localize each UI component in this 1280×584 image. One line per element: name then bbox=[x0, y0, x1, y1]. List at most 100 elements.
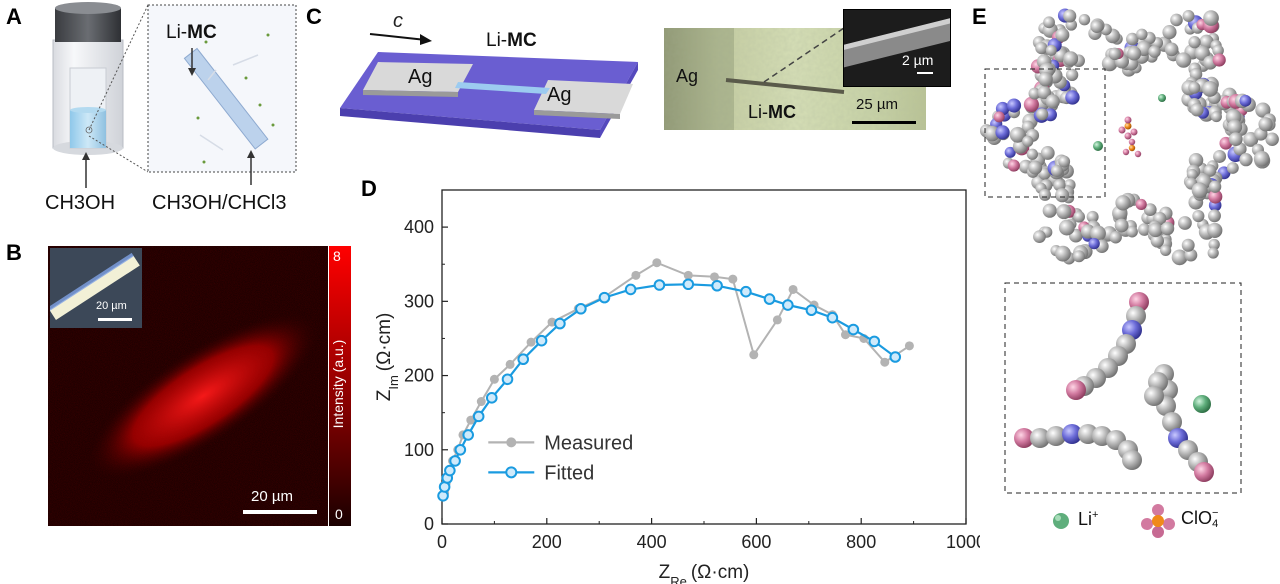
vial-illustration bbox=[52, 2, 124, 155]
data-point-measured bbox=[652, 258, 662, 268]
atom-sphere bbox=[1188, 152, 1204, 168]
atom-sphere bbox=[1226, 162, 1239, 174]
x-tick-label: 200 bbox=[532, 532, 562, 552]
main-scale-bar bbox=[243, 510, 317, 514]
atom-sphere bbox=[1065, 90, 1080, 105]
data-point-fitted bbox=[462, 429, 474, 441]
legend-li-label: Li+ bbox=[1078, 509, 1099, 529]
atom-sphere bbox=[1175, 52, 1192, 68]
atom-sphere bbox=[1150, 234, 1165, 248]
data-point-fitted bbox=[501, 373, 514, 386]
legend-marker-fitted bbox=[505, 466, 518, 479]
data-point-measured bbox=[749, 350, 759, 360]
data-point-fitted bbox=[653, 279, 666, 291]
data-point-fitted bbox=[449, 455, 461, 467]
atom-sphere bbox=[1162, 412, 1182, 432]
atom-sphere bbox=[1227, 119, 1243, 135]
data-point-fitted bbox=[889, 351, 902, 363]
atom-sphere bbox=[1164, 42, 1179, 57]
atom-sphere bbox=[1160, 221, 1175, 236]
atom-sphere bbox=[1038, 188, 1052, 201]
atom-sphere bbox=[1004, 146, 1016, 158]
x-tick-label: 600 bbox=[741, 532, 771, 552]
data-point-measured bbox=[505, 359, 515, 369]
atom-sphere bbox=[1058, 155, 1071, 168]
sem-scale-bar bbox=[917, 72, 933, 74]
atom-sphere bbox=[1050, 164, 1063, 177]
data-point-measured bbox=[840, 330, 850, 340]
atom-sphere bbox=[1028, 160, 1043, 175]
atom-sphere bbox=[1202, 80, 1219, 97]
li-ion-sphere bbox=[1158, 94, 1166, 102]
atom-sphere bbox=[995, 125, 1010, 140]
atom-sphere bbox=[1065, 68, 1079, 82]
micro-li-mc-label: Li-MC bbox=[748, 102, 797, 122]
atom-sphere bbox=[1194, 462, 1214, 482]
device-label: Li-MC bbox=[486, 30, 537, 51]
inset-scale-label: 20 µm bbox=[96, 300, 127, 312]
atom-sphere bbox=[1182, 10, 1195, 22]
atom-sphere bbox=[1181, 238, 1195, 252]
atom-sphere bbox=[1208, 180, 1222, 193]
atom-sphere bbox=[1073, 210, 1085, 223]
atom-sphere bbox=[1036, 108, 1049, 121]
atom-sphere bbox=[1190, 103, 1204, 117]
atom-sphere bbox=[1191, 182, 1208, 199]
perchlorate-sphere bbox=[1122, 148, 1130, 156]
device-schematic bbox=[340, 52, 638, 138]
atom-sphere bbox=[1056, 204, 1072, 220]
atom-sphere bbox=[1239, 153, 1253, 167]
data-point-measured bbox=[904, 341, 914, 351]
legend-clo4-cluster bbox=[1141, 504, 1175, 538]
panel-d-letter: D bbox=[361, 176, 377, 201]
y-tick-label: 0 bbox=[424, 514, 434, 534]
atom-sphere bbox=[1055, 245, 1071, 262]
colorbar-min: 0 bbox=[335, 506, 343, 522]
panel-c-letter: C bbox=[306, 4, 322, 29]
legend-marker-measured bbox=[506, 437, 517, 448]
data-point-fitted bbox=[535, 334, 548, 347]
data-point-fitted bbox=[444, 464, 456, 477]
y-tick-label: 200 bbox=[404, 366, 434, 386]
data-point-measured bbox=[489, 374, 499, 384]
atom-sphere bbox=[993, 111, 1005, 123]
panel-e-letter: E bbox=[972, 4, 987, 29]
li-ion-sphere bbox=[1193, 395, 1211, 413]
zoom-label-li-mc: Li-MC bbox=[166, 22, 217, 43]
atom-sphere bbox=[1207, 222, 1223, 238]
data-point-measured bbox=[728, 274, 738, 284]
atom-sphere bbox=[1210, 111, 1222, 123]
legend-label-measured: Measured bbox=[544, 432, 633, 454]
data-point-fitted bbox=[624, 283, 637, 296]
atom-sphere bbox=[1090, 20, 1104, 33]
atom-sphere bbox=[1115, 195, 1131, 211]
sem-rod-svg bbox=[844, 16, 950, 70]
atom-sphere bbox=[1126, 225, 1138, 238]
perchlorate-sphere bbox=[1124, 116, 1132, 124]
atom-sphere bbox=[1022, 135, 1034, 147]
inset-optical-image: 20 µm bbox=[50, 248, 142, 328]
atom-sphere bbox=[1213, 149, 1227, 163]
data-point-fitted bbox=[554, 317, 566, 330]
data-point-measured bbox=[683, 270, 693, 280]
atom-sphere bbox=[1184, 248, 1198, 262]
atom-sphere bbox=[1212, 53, 1226, 67]
perchlorate-sphere bbox=[1130, 128, 1138, 136]
data-point-fitted bbox=[517, 353, 530, 366]
data-point-measured bbox=[631, 270, 641, 280]
atom-sphere bbox=[1203, 10, 1219, 26]
atom-sphere bbox=[1023, 96, 1039, 112]
series-line-measured bbox=[443, 261, 910, 493]
atom-sphere bbox=[1144, 386, 1164, 406]
atom-sphere bbox=[1028, 87, 1041, 100]
atom-sphere bbox=[1255, 102, 1271, 118]
atom-sphere bbox=[1078, 14, 1091, 26]
zoom-box-a bbox=[88, 4, 297, 185]
atom-sphere bbox=[1006, 98, 1022, 113]
atom-sphere bbox=[1148, 222, 1163, 238]
atom-sphere bbox=[1066, 380, 1086, 400]
atom-sphere bbox=[1038, 71, 1053, 87]
arrow-to-ch3oh bbox=[82, 152, 90, 188]
atom-sphere bbox=[1007, 159, 1020, 172]
